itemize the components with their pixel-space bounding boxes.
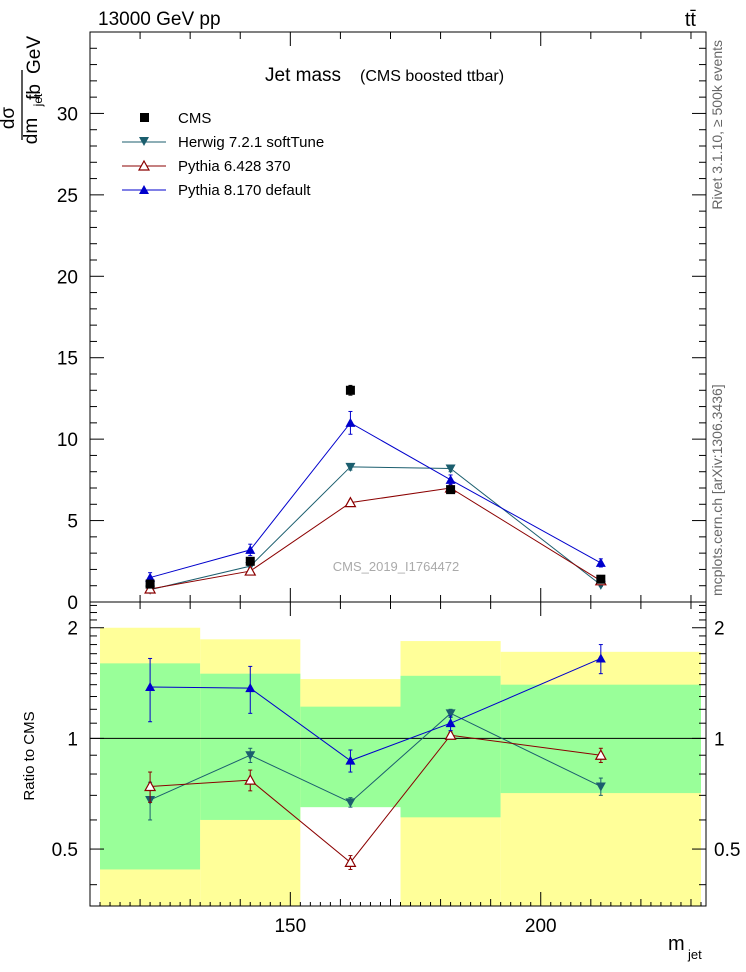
- ratio-plot-area: [144, 644, 607, 870]
- marker-pythia8: [245, 544, 256, 554]
- marker-cms: [596, 574, 606, 584]
- main-ytick-label: 10: [57, 430, 78, 451]
- marker-pythia6: [344, 496, 357, 508]
- marker-herwig: [345, 798, 356, 808]
- marker-pythia8: [595, 653, 606, 663]
- legend-item-pythia8: Pythia 8.170 default: [122, 182, 311, 199]
- ratio-bands: [90, 627, 706, 906]
- legend: CMS Herwig 7.2.1 softTune Pythia 6.428 3…: [122, 110, 324, 199]
- marker-pythia6: [344, 856, 357, 867]
- legend-label-herwig: Herwig 7.2.1 softTune: [178, 134, 324, 151]
- ratio-panel-frame: [89, 601, 707, 907]
- main-ytick-label: 15: [57, 349, 78, 370]
- legend-label-pythia8: Pythia 8.170 default: [178, 182, 311, 199]
- axes: 0 5 10 15 20 25 30 150 200 0.5 0.5 1 1 2 2: [52, 32, 740, 937]
- mcplots-label: mcplots.cern.ch [arXiv:1306.3436]: [709, 384, 725, 596]
- ratio-ytick-label-right: 2: [714, 619, 725, 640]
- ylabel-denominator-sub: jet: [31, 93, 45, 107]
- main-ytick-label: 25: [57, 186, 78, 207]
- legend-marker-pythia8: [139, 185, 149, 194]
- marker-pythia8: [145, 681, 156, 691]
- marker-pythia6: [144, 780, 157, 792]
- marker-pythia8: [445, 474, 456, 484]
- ylabel-denominator-right: GeV: [24, 36, 45, 74]
- process-label: tt̄: [685, 9, 697, 31]
- marker-pythia8: [145, 572, 156, 582]
- plot-title: Jet mass: [265, 65, 341, 86]
- main-plot-area: [144, 384, 607, 595]
- marker-cms: [245, 556, 255, 566]
- legend-item-pythia6: Pythia 6.428 370: [122, 158, 291, 175]
- ylabel-denominator-left: dm: [21, 118, 42, 144]
- main-ytick-label: 30: [57, 104, 78, 125]
- xlabel-sub: jet: [687, 947, 702, 962]
- legend-item-herwig: Herwig 7.2.1 softTune: [122, 134, 324, 151]
- marker-herwig: [445, 464, 456, 474]
- ratio-ytick-label-right: 1: [714, 729, 725, 750]
- rivet-label: Rivet 3.1.10, ≥ 500k events: [709, 40, 725, 210]
- legend-marker-pythia6: [137, 159, 151, 171]
- ylabel-numerator-left: dσ: [0, 107, 19, 130]
- marker-pythia8: [345, 417, 356, 427]
- marker-pythia8: [445, 718, 456, 728]
- ratio-ytick-label-right: 0.5: [714, 840, 740, 861]
- marker-herwig: [445, 709, 456, 719]
- xlabel: m: [668, 933, 685, 955]
- ratio-band-green: [400, 675, 501, 818]
- legend-label-pythia6: Pythia 6.428 370: [178, 158, 291, 175]
- main-ytick-label: 20: [57, 267, 78, 288]
- marker-pythia6: [444, 729, 457, 740]
- legend-item-cms: CMS: [140, 110, 211, 127]
- marker-cms: [145, 579, 155, 589]
- main-ytick-label: 0: [67, 593, 78, 614]
- marker-pythia8: [595, 557, 606, 567]
- ratio-ytick-label: 0.5: [52, 840, 78, 861]
- legend-label-cms: CMS: [178, 110, 211, 127]
- xtick-label: 150: [274, 916, 306, 937]
- marker-herwig: [245, 751, 256, 761]
- marker-herwig: [595, 782, 606, 792]
- legend-marker-herwig: [139, 137, 149, 146]
- main-ylabel: dσ fb dm jet GeV: [0, 36, 45, 145]
- marker-cms: [446, 485, 456, 495]
- legend-marker-cms: [140, 113, 149, 122]
- main-ytick-label: 5: [67, 512, 78, 533]
- ratio-ylabel: Ratio to CMS: [21, 711, 38, 800]
- ylabel-numerator-right: fb: [24, 84, 45, 100]
- ratio-ytick-label: 1: [67, 729, 78, 750]
- marker-pythia6: [594, 748, 607, 760]
- marker-herwig: [345, 462, 356, 472]
- marker-pythia8: [245, 683, 256, 693]
- plot-subtitle: (CMS boosted ttbar): [360, 68, 504, 85]
- marker-pythia6: [244, 564, 257, 576]
- ratio-ytick-label: 2: [67, 619, 78, 640]
- main-panel-frame: [89, 31, 707, 603]
- analysis-label: CMS_2019_I1764472: [333, 559, 460, 574]
- xtick-label: 200: [525, 916, 557, 937]
- energy-label: 13000 GeV pp: [98, 9, 221, 30]
- marker-cms: [345, 385, 355, 395]
- marker-pythia8: [345, 755, 356, 765]
- marker-pythia6: [244, 773, 257, 785]
